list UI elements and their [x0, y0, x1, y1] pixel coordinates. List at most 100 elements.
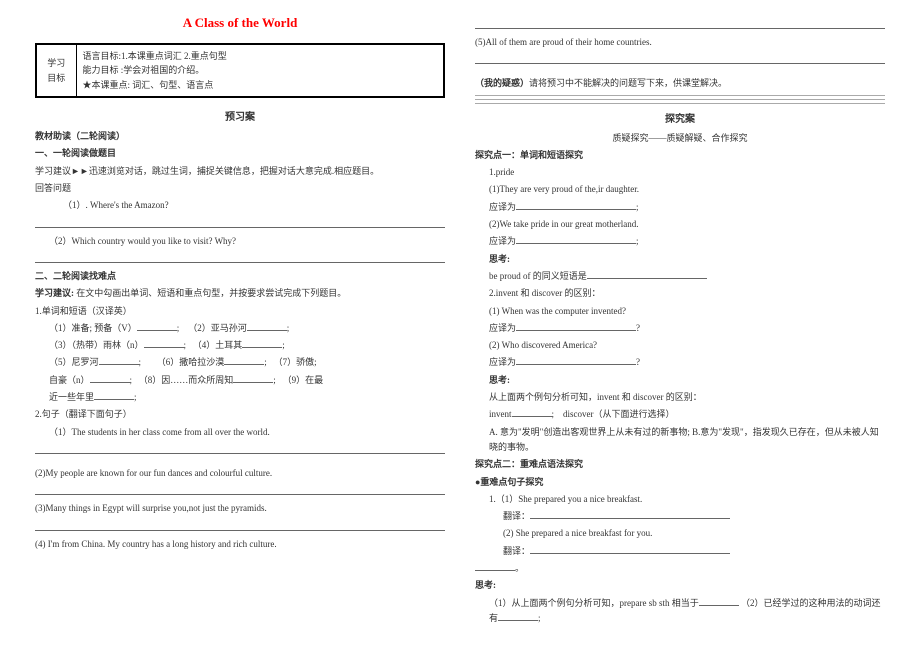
q1-blank — [35, 218, 445, 228]
doc-title: A Class of the World — [35, 15, 445, 31]
q1: （1）. Where's the Amazon? — [35, 198, 445, 213]
p2-tr-label1: 应译为 — [489, 323, 516, 333]
p3-think: （1）从上面两个例句分析可知，prepare sb sth 相当于 — [489, 598, 699, 608]
preview-h2: 一、一轮阅读做题目 — [35, 146, 445, 161]
vocab-row5: 近一些年里; — [35, 390, 445, 405]
doubt-row: （我的疑惑）请将预习中不能解决的问题写下来，供课堂解决。 — [475, 76, 885, 91]
tip2-text: 在文中勾画出单词、短语和重点句型，并按要求尝试完成下列题目。 — [76, 288, 346, 298]
q2-blank — [35, 253, 445, 263]
s5: (5)All of them are proud of their home c… — [475, 35, 885, 50]
v5b: （6）撒哈拉沙漠 — [157, 357, 225, 367]
p3-think-label: 思考: — [475, 578, 885, 593]
p2-think1: 从上面两个例句分析可知，invent 和 discover 的区别： — [475, 390, 885, 405]
p3-tr1-blank — [530, 510, 730, 519]
p2-ex2: (2) Who discover — [489, 340, 552, 350]
vocab-row1: （1）准备; 预备（V）; （2）亚马孙河; — [35, 321, 445, 336]
v1a: （1）准备; 预备（V） — [49, 323, 137, 333]
p3-h: 探究点二：重难点语法探究 — [475, 457, 885, 472]
p1-think-blank — [587, 270, 707, 279]
p1-ex1-blank — [516, 201, 636, 210]
doubt-line3 — [475, 103, 885, 104]
goals-table: 学习目标 语言目标:1.本课重点词汇 2.重点句型 能力目标 :学会对祖国的介绍… — [35, 43, 445, 98]
p2-tr-label2: 应译为 — [489, 357, 516, 367]
p2-ex1-row: (1) When was the computer invented? — [475, 304, 885, 319]
s3: (3)Many things in Egypt will surprise yo… — [35, 501, 445, 516]
v3a: （3）（热带）雨林（n） — [49, 340, 144, 350]
s3-blank — [35, 521, 445, 531]
p2-ex1-blank — [516, 322, 636, 331]
v8a-blank — [90, 374, 130, 383]
v8a: 自豪（n） — [49, 375, 90, 385]
p3-ex2: (2) She prepared a nice breakfast for yo… — [475, 526, 885, 541]
s4-blank — [475, 19, 885, 29]
p2-ex1: (1) When was the computer invent — [489, 306, 614, 316]
p1-tr2: 应译为; — [475, 234, 885, 249]
p1-semi1: ; — [636, 202, 639, 212]
v3b-blank — [242, 339, 282, 348]
p3-ex1: 1.（1）She prepared you a nice breakfast. — [475, 492, 885, 507]
sent-h: 2.句子（翻译下面句子） — [35, 407, 445, 422]
think1: 思考: — [475, 252, 885, 267]
v1b: （2）亚马孙河 — [188, 323, 247, 333]
p3-tr1: 翻译： — [503, 511, 530, 521]
v8b: （8）因……而众所周知 — [139, 375, 234, 385]
preview-heading: 预习案 — [35, 108, 445, 123]
s1: （1）The students in her class come from a… — [35, 425, 445, 440]
s5-blank — [475, 54, 885, 64]
v10-blank — [94, 391, 134, 400]
p2-ex2-blank — [516, 356, 636, 365]
p3-think-row: （1）从上面两个例句分析可知，prepare sb sth 相当于 （2）已经学… — [475, 596, 885, 627]
vocab-h: 1.单词和短语（汉译英） — [35, 304, 445, 319]
v5b-blank — [224, 356, 264, 365]
p1-semi2: ; — [636, 236, 639, 246]
vocab-row3: （5）尼罗河; （6）撒哈拉沙漠; （7）骄傲; — [35, 355, 445, 370]
p3-tr2-row: 翻译： — [475, 544, 885, 559]
vocab-row4: 自豪（n）; （8）因……而众所周知; （9）在最 — [35, 373, 445, 388]
p2-think2-row: invent; discover（从下面进行选择） — [475, 407, 885, 422]
tip2-row: 学习建议: 在文中勾画出单词、短语和重点句型，并按要求尝试完成下列题目。 — [35, 286, 445, 301]
explore-heading: 探究案 — [475, 110, 885, 125]
v3a-blank — [144, 339, 184, 348]
v10: 近一些年里 — [49, 392, 94, 402]
doubt-line2 — [475, 99, 885, 100]
p1-h: 探究点一：单词和短语探究 — [475, 148, 885, 163]
p2-think2b: discover（从下面进行选择） — [563, 409, 675, 419]
p2-ex2-row: (2) Who discovered America? — [475, 338, 885, 353]
vocab-row2: （3）（热带）雨林（n）; （4）土耳其; — [35, 338, 445, 353]
p1-think: be proud of 的同义短语是 — [489, 271, 587, 281]
s4: (4) I'm from China. My country has a lon… — [35, 537, 445, 552]
goals-label: 学习目标 — [36, 44, 76, 97]
v9: （9）在最 — [283, 375, 324, 385]
p1-ex2: (2)We take pride in our great motherland… — [475, 217, 885, 232]
preview-h3: 二、二轮阅读找难点 — [35, 269, 445, 284]
tip2-label: 学习建议: — [35, 288, 76, 298]
s2: (2)My people are known for our fun dance… — [35, 466, 445, 481]
doubt-line1 — [475, 95, 885, 96]
goal-line3: ★本课重点: 词汇、句型、语言点 — [83, 78, 438, 92]
p3-period-blank — [475, 562, 515, 571]
preview-tip: 学习建议►►迅速浏览对话，跳过生词，捕捉关键信息，把握对话大意完成.相应题目。 — [35, 164, 445, 179]
goal-line2: 能力目标 :学会对祖国的介绍。 — [83, 63, 438, 77]
p1-tr-label2: 应译为 — [489, 236, 516, 246]
goal-line1: 语言目标:1.本课重点词汇 2.重点句型 — [83, 49, 438, 63]
p2-ex2-suffix: ed America? — [552, 340, 597, 350]
p3-period: 。 — [515, 563, 524, 573]
p3-think-blank1 — [699, 597, 739, 606]
p1-think-row: be proud of 的同义短语是 — [475, 269, 885, 284]
p1-ex2-blank — [516, 235, 636, 244]
v3b: （4）土耳其 — [193, 340, 243, 350]
v1a-blank — [137, 322, 177, 331]
p1-tr-label1: 应译为 — [489, 202, 516, 212]
p1-item: 1.pride — [475, 165, 885, 180]
v8b-blank — [233, 374, 273, 383]
p3-tr1-row: 翻译： — [475, 509, 885, 524]
s2-blank — [35, 485, 445, 495]
v7: （7）骄傲; — [274, 357, 317, 367]
preview-h1: 教材助读（二轮阅读） — [35, 129, 445, 144]
think2: 思考: — [475, 373, 885, 388]
s1-blank — [35, 444, 445, 454]
p3-think-semi: ; — [538, 613, 541, 623]
doubt-text: 请将预习中不能解决的问题写下来，供课堂解决。 — [529, 78, 727, 88]
right-column: (5)All of them are proud of their home c… — [460, 15, 900, 635]
p2-q1: ? — [636, 323, 640, 333]
